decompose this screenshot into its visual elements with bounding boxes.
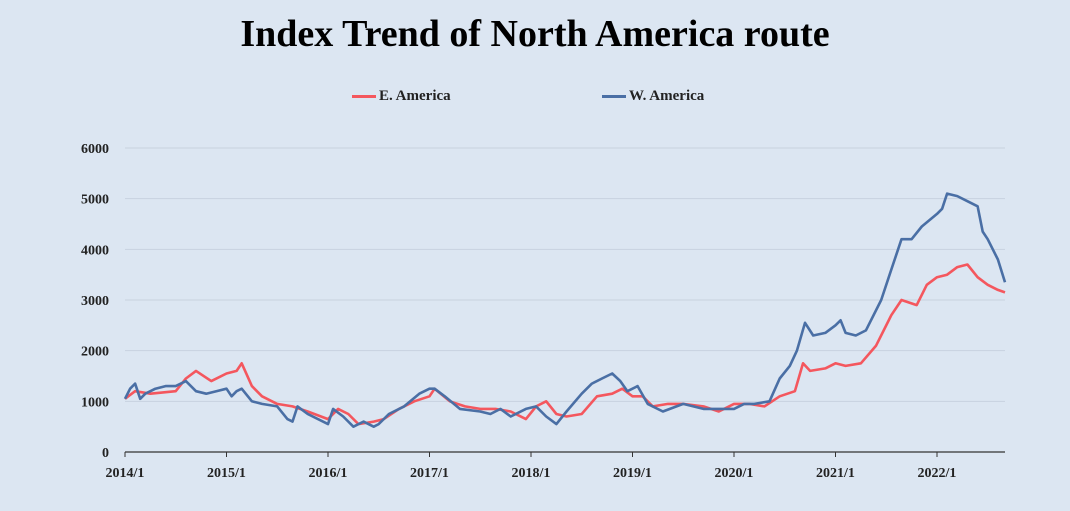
legend-item-e-america: E. America <box>352 88 451 105</box>
x-tick-label: 2022/1 <box>918 466 957 481</box>
series-line-w-america <box>123 192 1007 428</box>
legend-item-w-america: W. America <box>602 88 704 105</box>
y-tick-label: 4000 <box>81 243 109 258</box>
y-tick-label: 2000 <box>81 345 109 360</box>
y-tick-label: 0 <box>102 446 109 461</box>
x-tick-label: 2018/1 <box>512 466 551 481</box>
legend-label-w-america: W. America <box>629 88 705 104</box>
y-tick-label: 6000 <box>81 142 109 157</box>
legend-swatch-e-america <box>352 95 376 99</box>
x-tick-label: 2019/1 <box>613 466 652 481</box>
y-tick-label: 1000 <box>81 395 109 410</box>
series-line-e-america <box>124 263 1006 426</box>
chart-title: Index Trend of North America route <box>240 13 830 55</box>
x-tick-label: 2020/1 <box>715 466 754 481</box>
x-tick-label: 2017/1 <box>410 466 449 481</box>
x-tick-label: 2014/1 <box>106 466 145 481</box>
y-tick-label: 5000 <box>81 193 109 208</box>
legend-label-e-america: E. America <box>379 88 451 104</box>
series-lines <box>123 192 1007 428</box>
gridlines <box>125 147 1005 402</box>
axes: 0 1000 2000 3000 4000 5000 6000 2014/1 2015/1 201… <box>81 142 1005 481</box>
x-tick-label: 2015/1 <box>207 466 246 481</box>
y-tick-label: 3000 <box>81 294 109 309</box>
legend-swatch-w-america <box>602 95 626 99</box>
x-tick-label: 2021/1 <box>816 466 855 481</box>
x-tick-label: 2016/1 <box>309 466 348 481</box>
